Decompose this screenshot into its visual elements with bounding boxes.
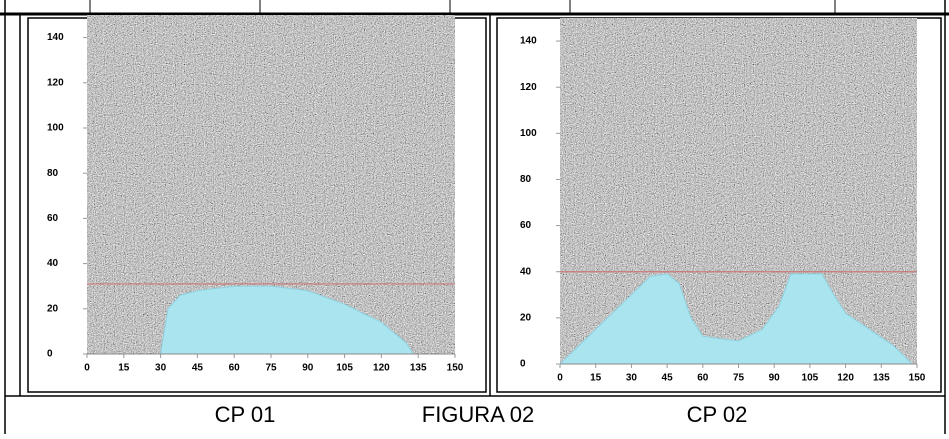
y-tick-label: 140 [47,32,64,43]
chart: 0 20 40 60 80 100 120 140 0 15 30 45 60 75 90 105 120 135… [520,18,926,427]
y-tick-label: 120 [47,77,64,88]
y-tick-label: 100 [47,123,64,134]
y-tick-label: 100 [520,128,537,139]
x-tick-label: 75 [733,373,745,384]
y-tick-label: 0 [47,349,53,360]
y-tick-label: 60 [47,213,59,224]
chart-title: CP 01 [215,402,276,427]
y-tick-label: 0 [520,359,526,370]
x-tick-label: 120 [837,373,854,384]
x-tick-label: 135 [873,373,890,384]
x-tick-label: 15 [118,363,130,374]
y-tick-label: 80 [47,168,59,179]
x-tick-label: 45 [662,373,674,384]
x-tick-label: 0 [557,373,563,384]
x-tick-label: 105 [336,363,353,374]
chart-title: CP 02 [687,402,748,427]
area [160,285,415,355]
x-tick-label: 30 [155,363,167,374]
y-tick-label: 40 [520,266,532,277]
chart: 0 20 40 60 80 100 120 140 0 15 30 45 60 75 90 105 120 135… [47,15,464,427]
x-tick-label: 150 [447,363,464,374]
x-tick-label: 60 [229,363,241,374]
y-tick-label: 40 [47,258,59,269]
area [558,273,914,365]
y-tick-label: 140 [520,36,537,47]
y-tick-label: 120 [520,82,537,93]
x-tick-label: 75 [265,363,277,374]
x-tick-label: 60 [697,373,709,384]
x-tick-label: 90 [302,363,314,374]
y-tick-label: 20 [47,303,59,314]
x-tick-label: 120 [373,363,390,374]
x-tick-label: 150 [909,373,926,384]
x-tick-label: 45 [192,363,204,374]
x-tick-label: 90 [769,373,781,384]
y-tick-label: 60 [520,220,532,231]
x-tick-label: 15 [590,373,602,384]
x-tick-label: 135 [410,363,427,374]
y-tick-label: 20 [520,313,532,324]
x-tick-label: 30 [626,373,638,384]
y-tick-label: 80 [520,174,532,185]
x-tick-label: 0 [84,363,90,374]
x-tick-label: 105 [802,373,819,384]
figure-caption: FIGURA 02 [422,402,534,427]
